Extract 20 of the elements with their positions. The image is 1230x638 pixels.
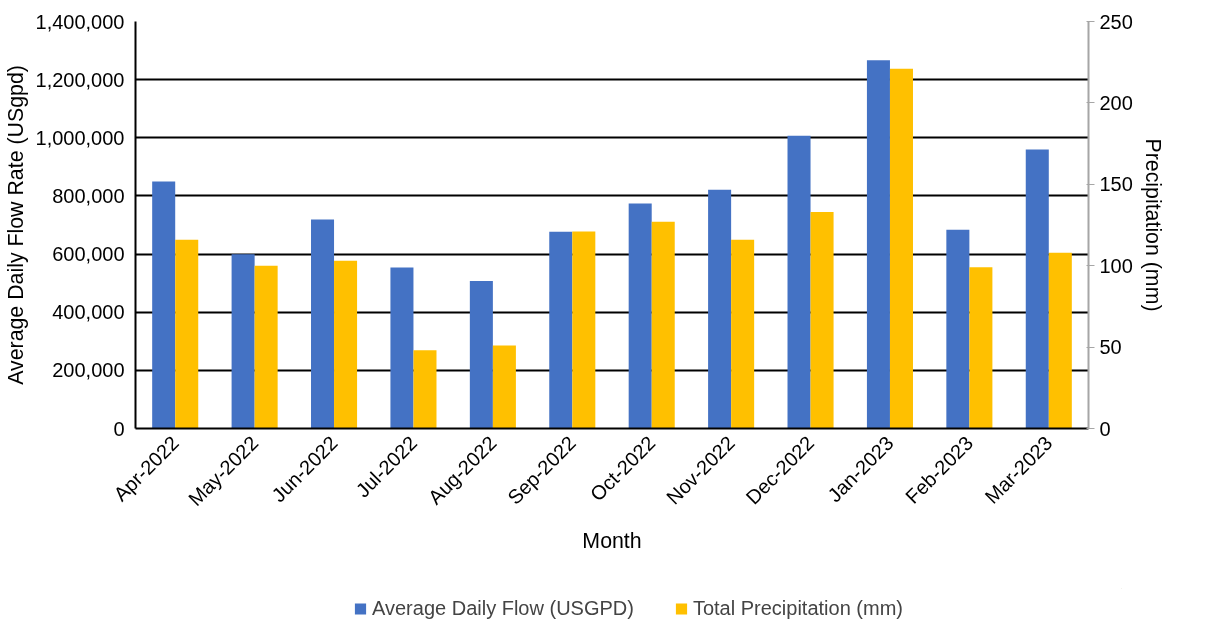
y2-tick-label: 250 xyxy=(1099,10,1133,33)
y-tick-label: 0 xyxy=(113,417,125,440)
y-tick-label: 1,400,000 xyxy=(35,10,125,33)
y2-tick-label: 50 xyxy=(1099,336,1122,359)
y-axis-title: Average Daily Flow Rate (USgpd) xyxy=(3,65,28,385)
y2-axis-title: Precipitation (mm) xyxy=(1140,138,1165,312)
y-tick-label: 1,000,000 xyxy=(35,126,125,149)
y-tick-label: 400,000 xyxy=(52,301,125,324)
y-tick-label: 1,200,000 xyxy=(35,68,125,91)
y2-tick-label: 100 xyxy=(1099,254,1133,277)
y-tick-label: 800,000 xyxy=(52,184,125,207)
bar xyxy=(390,267,414,429)
legend-label: Total Precipitation (mm) xyxy=(692,596,903,620)
x-axis-title: Month xyxy=(582,528,642,553)
y-tick-label: 600,000 xyxy=(52,243,125,266)
y2-tick-label: 150 xyxy=(1099,173,1133,196)
y2-tick-label: 0 xyxy=(1099,417,1111,440)
legend-label: Average Daily Flow (USGPD) xyxy=(372,596,634,620)
y2-tick-label: 200 xyxy=(1099,91,1133,114)
y-tick-label: 200,000 xyxy=(52,359,125,382)
